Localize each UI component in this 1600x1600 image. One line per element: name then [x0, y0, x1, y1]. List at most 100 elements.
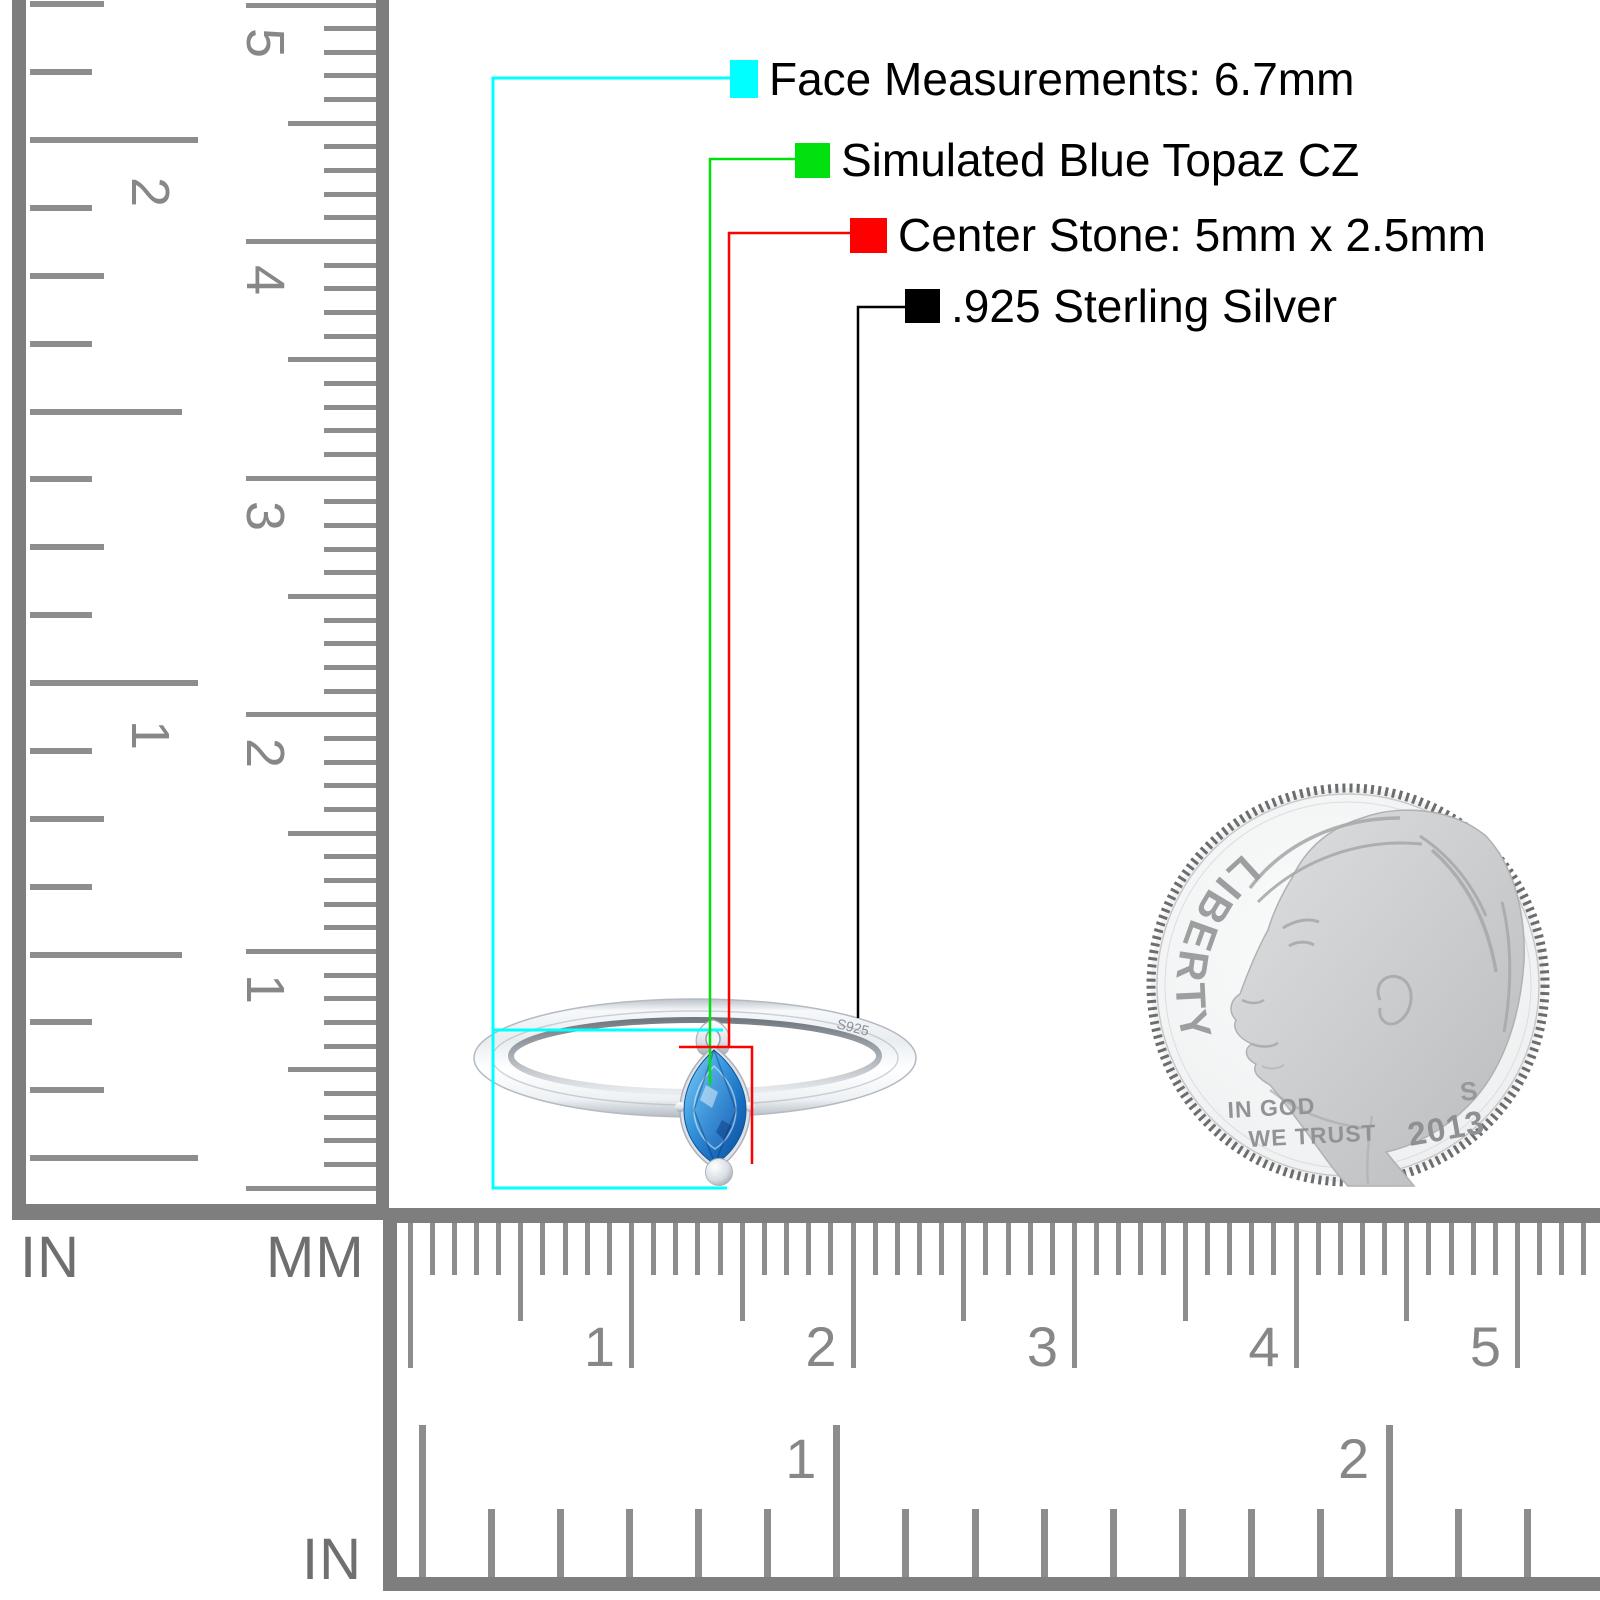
bottom-ruler-mm-tick [784, 1223, 790, 1275]
bottom-ruler-mm-tick [429, 1223, 435, 1275]
left-ruler-inch-unit-label: IN [20, 1225, 80, 1290]
left-ruler-mm-tick [324, 215, 376, 221]
bottom-ruler-mm-tick [761, 1223, 767, 1275]
left-ruler-mm-tick [324, 73, 376, 79]
stone-side-tip-left [675, 1102, 685, 1112]
bottom-ruler-inch-tick [418, 1425, 426, 1577]
left-ruler-mm-tick [324, 428, 376, 434]
left-ruler-mm-tick [324, 49, 376, 55]
bottom-ruler-inch-number: 1 [785, 1426, 817, 1490]
bottom-ruler-mm-tick [1072, 1223, 1077, 1368]
left-ruler-mm-tick [324, 286, 376, 292]
bottom-ruler-inch-tick [1109, 1509, 1117, 1577]
bottom-ruler-cm-number: 3 [1026, 1314, 1059, 1378]
bottom-ruler-mm-tick [1049, 1223, 1055, 1275]
bottom-ruler-mm-tick [1138, 1223, 1144, 1275]
left-ruler-mm-tick [324, 546, 376, 552]
bottom-ruler-mm-tick [1537, 1223, 1543, 1275]
callout-center-stone-line [679, 231, 850, 1164]
bottom-ruler-left-edge [383, 1208, 397, 1591]
bottom-ruler-inch-unit-label: IN [302, 1527, 362, 1592]
bottom-ruler-mm-tick [739, 1223, 745, 1321]
bottom-ruler-mm-tick [939, 1223, 945, 1275]
left-ruler-mm-tick [324, 664, 376, 670]
bottom-ruler-mm-tick [1005, 1223, 1011, 1275]
left-ruler-mm-tick [324, 168, 376, 174]
left-ruler-mm-tick [324, 26, 376, 32]
bottom-ruler-mm-tick [1559, 1223, 1565, 1275]
bottom-ruler-cm-number: 4 [1248, 1314, 1280, 1378]
bottom-ruler-mm-tick [1293, 1223, 1299, 1368]
bottom-ruler-inch-tick [1455, 1509, 1463, 1577]
bottom-ruler-mm-tick [717, 1223, 723, 1275]
callout-lines [491, 76, 905, 1190]
legend-item-center-stone: Center Stone: 5mm x 2.5mm [850, 212, 1486, 258]
left-ruler-mm-tick [324, 499, 376, 505]
bottom-ruler-mm-tick [1315, 1223, 1321, 1275]
bottom-ruler-mm-tick [1448, 1223, 1454, 1275]
bottom-ruler-mm-tick [1160, 1223, 1166, 1275]
left-ruler-mm-tick [324, 452, 376, 458]
left-ruler-inch-tick [30, 1019, 92, 1026]
left-ruler-outer-edge [12, 0, 26, 1206]
bottom-ruler-mm-tick [1470, 1223, 1476, 1275]
bottom-ruler-mm-tick [1027, 1223, 1033, 1275]
left-ruler-mm-tick [288, 830, 376, 836]
left-ruler-mm-tick [324, 191, 376, 197]
left-ruler-mm-tick [324, 901, 376, 907]
bottom-ruler-mm-tick [584, 1223, 590, 1275]
left-ruler-inch-tick [30, 1, 104, 8]
bottom-ruler-cm-number: 1 [583, 1314, 616, 1378]
left-ruler-mm-tick [324, 972, 376, 978]
left-ruler-inch-tick [30, 137, 198, 143]
bottom-ruler-inch-tick [1317, 1509, 1324, 1577]
ring-photo: S925 [473, 998, 917, 1186]
dime-mint-mark: S [1458, 1075, 1478, 1107]
left-ruler-mm-tick [246, 1185, 376, 1191]
left-ruler-mm-tick [246, 712, 376, 718]
legend-metal-label: .925 Sterling Silver [951, 280, 1338, 332]
left-ruler-mm-tick [324, 310, 376, 316]
bottom-ruler-inch-tick [833, 1425, 841, 1577]
bottom-ruler-mm-tick [894, 1223, 900, 1275]
left-ruler-mm-tick [324, 688, 376, 694]
left-ruler-mm-tick [324, 783, 376, 789]
bottom-ruler-mm-tick [916, 1223, 922, 1275]
left-ruler-mm-tick [324, 381, 376, 387]
bottom-ruler-inch-tick [1040, 1509, 1048, 1577]
bottom-ruler-mm-tick [451, 1223, 457, 1275]
bottom-ruler-mm-tick [1271, 1223, 1277, 1275]
left-ruler-inch-tick [30, 883, 92, 890]
left-ruler-mm-tick [246, 2, 376, 8]
left-ruler-mm-tick [324, 996, 376, 1002]
bottom-ruler-mm-tick [806, 1223, 812, 1275]
face-swatch-icon [730, 60, 758, 98]
bottom-ruler-inch-tick [626, 1509, 633, 1577]
center-stone-swatch-icon [850, 217, 887, 253]
bottom-ruler-mm-tick [496, 1223, 502, 1275]
left-ruler-mm-tick [324, 925, 376, 931]
ring-band-inner-hole [511, 1020, 879, 1092]
left-ruler-mm-tick [288, 1067, 376, 1073]
left-ruler-mm-tick [246, 239, 376, 245]
left-ruler-inch-tick [30, 747, 92, 754]
bottom-ruler-mm-tick [1094, 1223, 1100, 1275]
bottom-ruler-mm-tick [606, 1223, 612, 1275]
left-ruler-mm-tick [324, 1019, 376, 1025]
left-ruler-mm-tick [324, 1043, 376, 1049]
bottom-ruler-mm-tick [540, 1223, 546, 1275]
bottom-ruler-mm-tick [1515, 1223, 1520, 1368]
callout-face-line [491, 76, 730, 1190]
bottom-ruler-inch-tick [1524, 1509, 1532, 1577]
portrait-details [1241, 816, 1512, 1185]
left-ruler-inch-tick [30, 815, 104, 822]
ring-bottom-ball [705, 1158, 733, 1186]
bottom-ruler-mm-tick [1426, 1223, 1432, 1275]
bottom-ruler-inch-tick [764, 1509, 772, 1577]
left-ruler-inch-tick [30, 272, 104, 279]
left-ruler-inch-tick [30, 612, 92, 619]
bottom-ruler-mm-tick [473, 1223, 479, 1275]
bottom-ruler-inch-tick [902, 1509, 910, 1577]
left-ruler-mm-tick [324, 404, 376, 410]
